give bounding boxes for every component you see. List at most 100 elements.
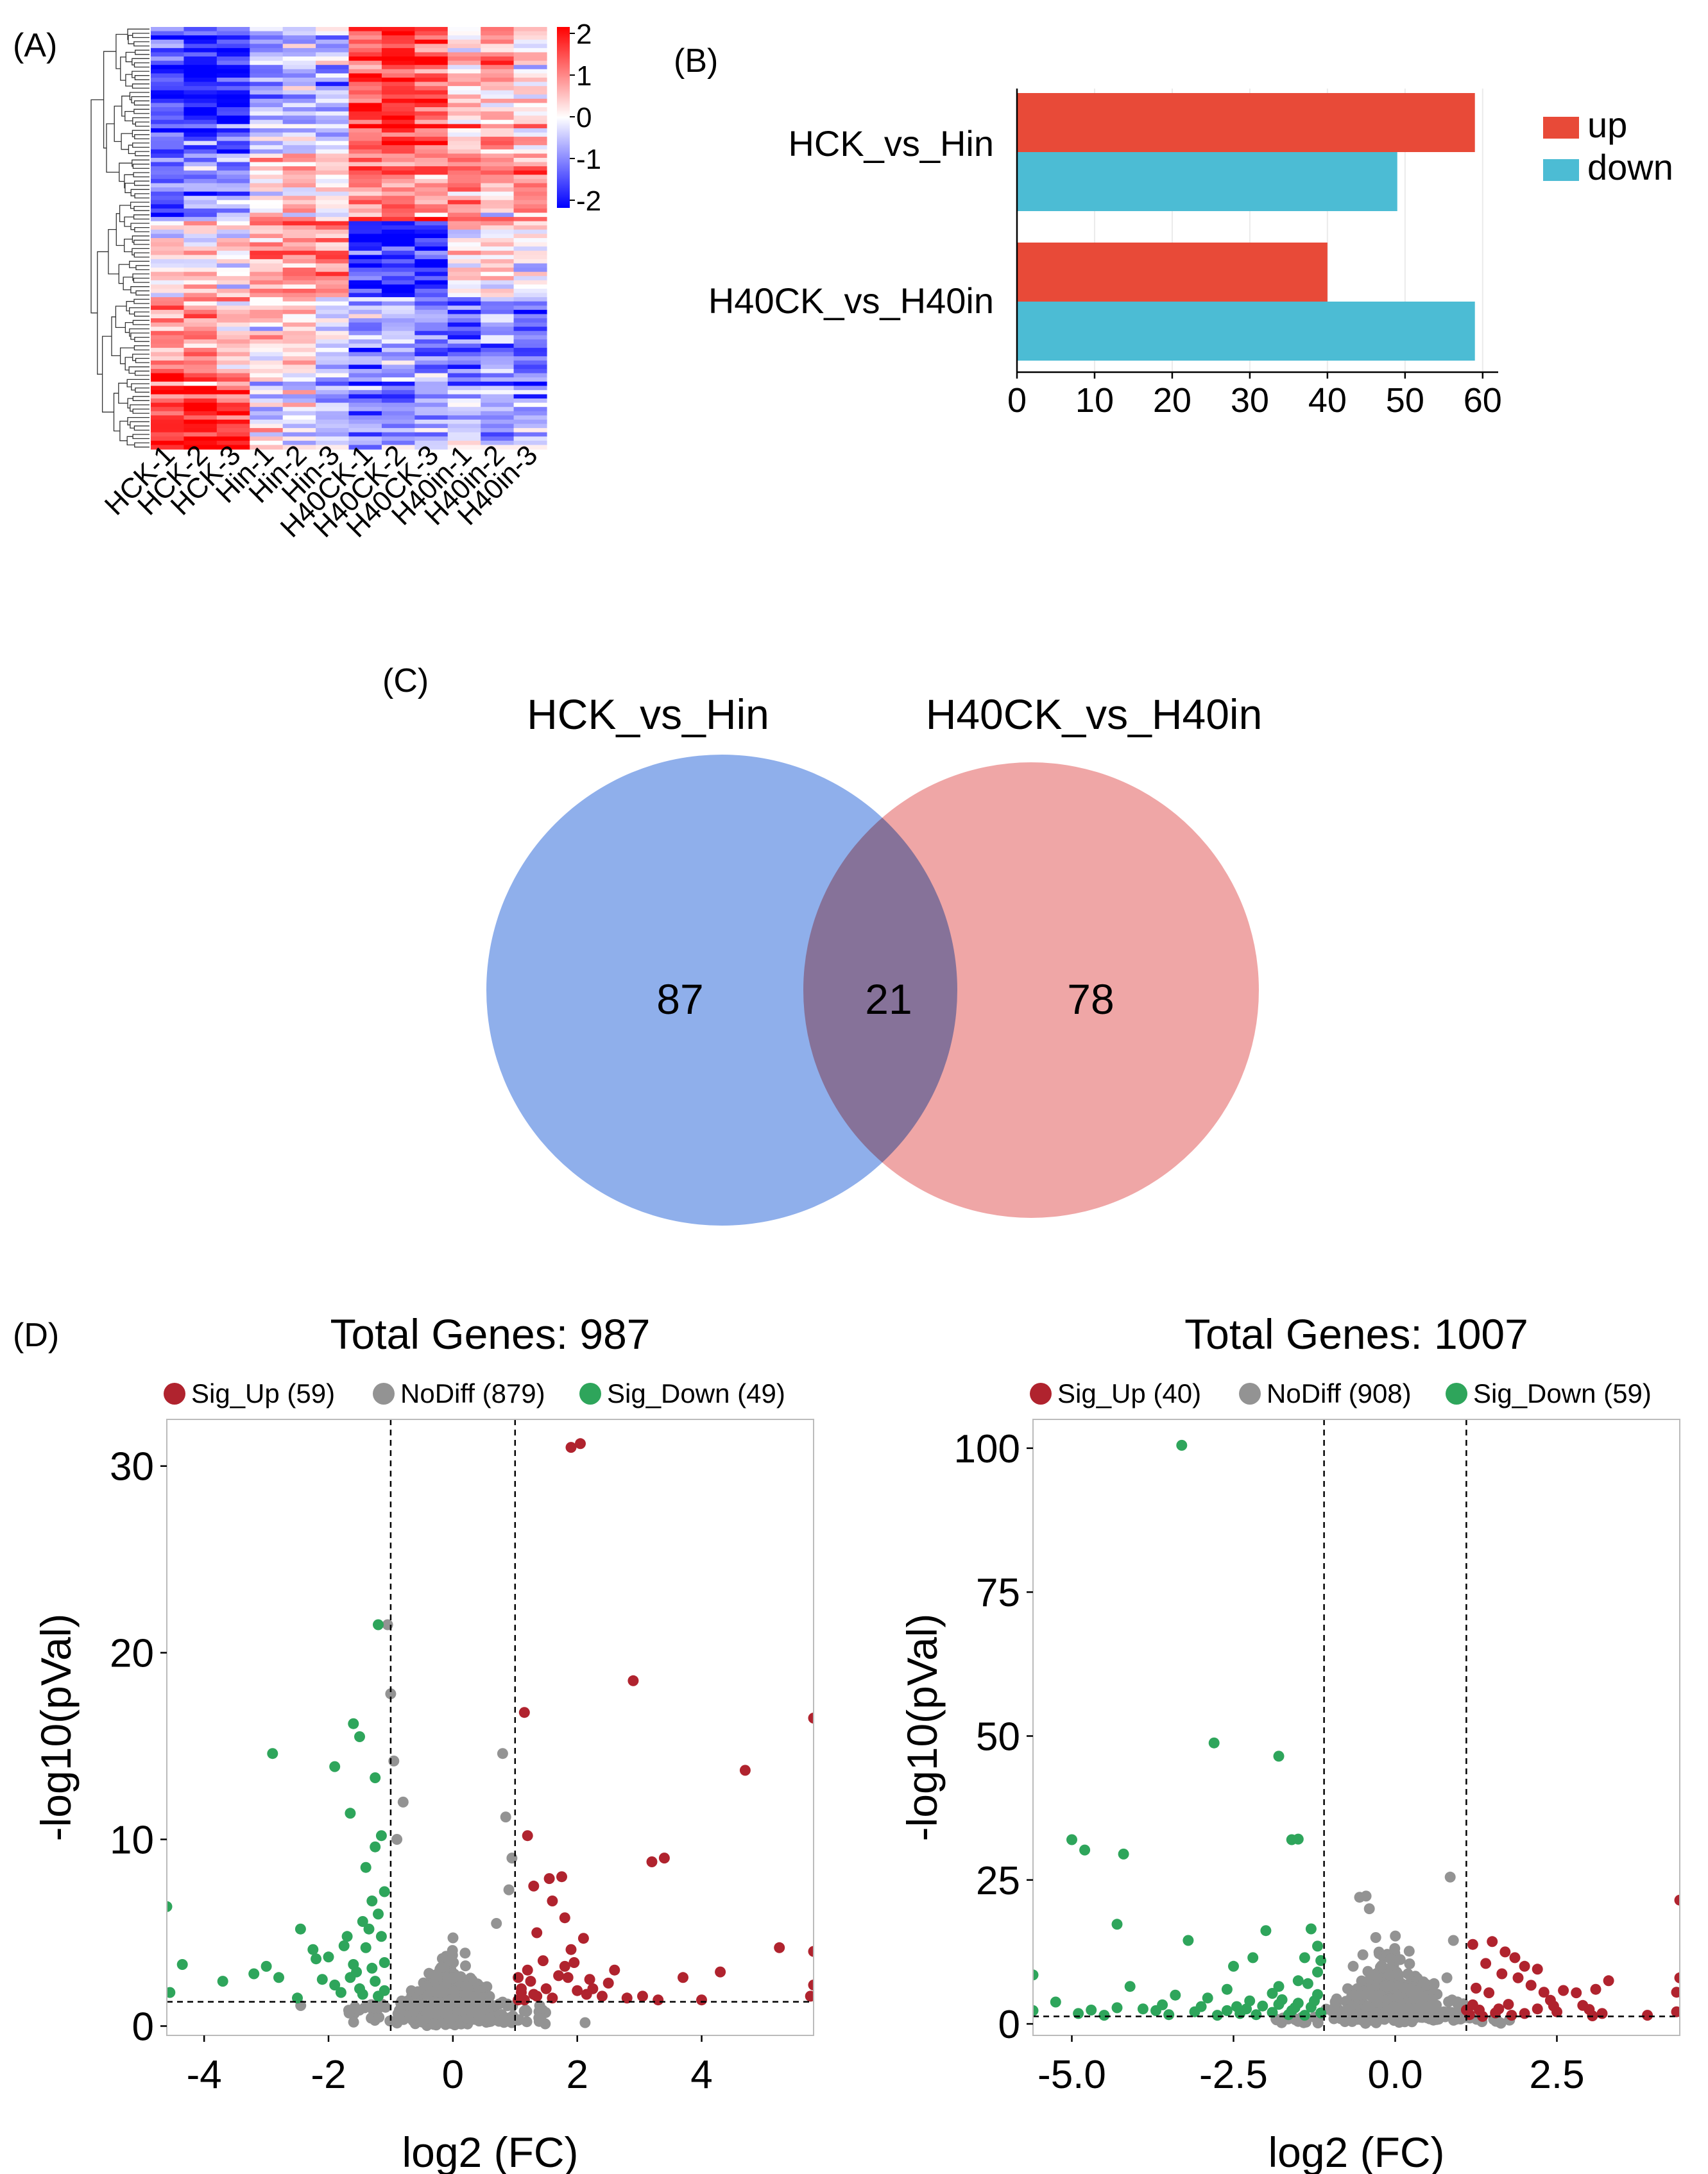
dendrogram-branch [130,421,149,429]
point-nodiff [425,1986,436,1998]
heatmap-cell [216,246,250,252]
heatmap-cell [513,424,547,429]
heatmap-cell [447,98,481,104]
volcano-title: Total Genes: 1007 [1184,1310,1528,1358]
heatmap-cell [447,44,481,49]
heatmap-cell [481,339,515,345]
heatmap-cell [348,39,382,44]
heatmap-cell [348,204,382,209]
heatmap-cell [414,107,448,112]
volcano-points [1033,1439,1680,2029]
heatmap-column-labels: HCK-1HCK-2HCK-3Hin-1Hin-2Hin-3H40CK-1H40… [99,439,544,544]
heatmap-cell [184,288,218,294]
point-sig-down [375,1931,387,1942]
heatmap-cell [481,124,515,129]
point-sig-up [1548,2000,1559,2012]
point-sig-up [559,1960,570,1972]
heatmap-cell [481,39,515,44]
heatmap-cell [151,217,185,222]
heatmap-cell [151,225,185,230]
volcano-y-axis-label: -log10(pVal) [32,1614,80,1842]
heatmap-cell [184,73,218,78]
point-sig-down [335,1987,346,1998]
heatmap-cell [513,116,547,121]
point-nodiff [513,2014,525,2026]
heatmap-cell [282,301,316,306]
heatmap-cell [447,445,481,450]
heatmap-cell [447,60,481,65]
heatmap-cell [184,407,218,412]
heatmap-cell [348,137,382,142]
dendrogram-branch [106,123,119,173]
point-nodiff [1331,1993,1342,2005]
heatmap-cell [381,60,415,65]
heatmap-cell [184,250,218,255]
heatmap-cell [250,175,284,180]
heatmap-cell [282,415,316,420]
heatmap-cell [447,225,481,230]
heatmap-cell [184,373,218,378]
heatmap-cell [414,229,448,235]
point-sig-down [1050,1996,1061,2008]
heatmap-cell [414,124,448,129]
heatmap-cell [348,394,382,399]
dendrogram-branch [133,172,149,178]
heatmap-cell [447,364,481,370]
heatmap-cell [481,103,515,108]
dendrogram-branch [133,345,149,351]
point-sig-down [167,1901,173,1912]
volcano-legend-marker [164,1383,185,1405]
heatmap-cell [481,238,515,243]
bar-x-tick-label: 20 [1153,381,1191,420]
heatmap-cell [513,394,547,399]
point-sig-up [1512,1972,1524,1983]
heatmap-cell [414,389,448,395]
heatmap-cell [316,52,350,57]
heatmap-cell [184,335,218,340]
heatmap-cell [447,436,481,441]
heatmap-cell [316,35,350,40]
heatmap-cell [250,419,284,425]
heatmap-cell [216,288,250,294]
heatmap-cell [184,352,218,357]
heatmap-cell [316,424,350,429]
bar-x-tick-label: 0 [1007,381,1027,420]
heatmap-cell [381,293,415,298]
heatmap-cell [513,191,547,196]
heatmap-cell [316,268,350,273]
heatmap-cell [216,293,250,298]
heatmap-cell [216,407,250,412]
heatmap-cell [481,132,515,137]
heatmap-cell [513,52,547,57]
heatmap-cell [184,103,218,108]
point-nodiff [1404,1958,1415,1969]
heatmap-cell [184,124,218,129]
heatmap-cell [151,175,185,180]
heatmap-cell [481,373,515,378]
heatmap-cell [381,407,415,412]
heatmap-cell [381,322,415,327]
heatmap-cell [184,187,218,193]
point-nodiff [1403,2003,1414,2014]
heatmap-cell [151,208,185,214]
heatmap-cell [151,436,185,441]
heatmap-cell [447,259,481,264]
heatmap-cell [184,368,218,374]
heatmap-cell [184,44,218,49]
heatmap-cell [316,305,350,311]
heatmap-cell [316,389,350,395]
heatmap-cell [481,116,515,121]
heatmap-cell [414,322,448,327]
volcano-x-tick-label: -4 [187,2053,222,2097]
heatmap-cell [481,360,515,365]
heatmap-cell [481,208,515,214]
heatmap-cell [414,175,448,180]
heatmap-cell [216,330,250,336]
heatmap-cell [348,284,382,289]
heatmap-cell [184,229,218,235]
dendrogram-branch [133,252,149,258]
heatmap-cell [184,238,218,243]
point-sig-down [295,1923,306,1935]
heatmap-cell [151,280,185,285]
dendrogram-branch [132,354,149,361]
